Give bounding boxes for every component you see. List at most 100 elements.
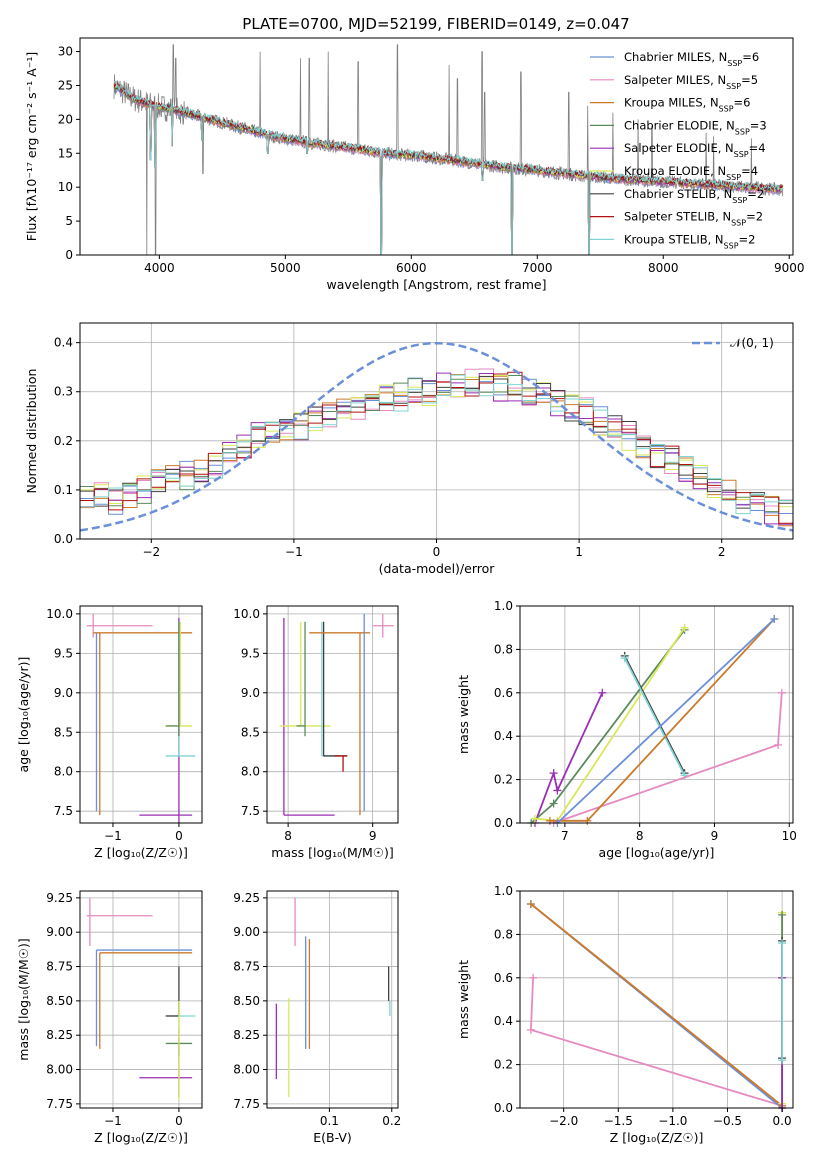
x-axis-label: wavelength [Angstrom, rest frame] [326,277,546,292]
age-vs-metallicity-panel: −1 0 7.5 8.0 8.5 9.0 9.5 10.0 Z [log₁₀(Z/Z☉)] age… [16,605,203,860]
y-tick-label: 8.75 [46,960,73,974]
legend-label-salp_miles: Salpeter MILES, NSSP=5 [624,73,758,91]
y-tick-label: 10 [58,180,73,194]
weight-point-krou_elodie [530,814,539,823]
weight-point-salp_miles [777,688,786,697]
y-tick-label: 7.75 [233,1097,260,1111]
y-axis-label: mass [log₁₀(M/M☉)] [16,938,31,1060]
legend-subscript: SSP [731,218,746,227]
x-tick-label: 4000 [144,261,175,275]
x-tick-label: −1 [104,1114,122,1128]
legend-ssp-count: =5 [741,73,758,87]
legend-subscript: SSP [734,150,749,159]
spectrum-panel: 4000 5000 6000 7000 8000 9000 0 5 10 15 20 25 30 wave… [24,37,805,292]
y-tick-label: 9.0 [241,686,260,700]
legend-ssp-count: =4 [741,164,758,178]
y-tick-label: 0.0 [494,816,513,830]
y-tick-label: 8.00 [233,1063,260,1077]
x-tick-label: 0.2 [382,1114,401,1128]
plot-frame [519,890,794,1109]
plot-frame [79,890,203,1109]
legend-subscript: SSP [727,59,742,68]
y-tick-label: 8.0 [54,765,73,779]
x-tick-label: 10 [782,829,797,843]
x-axis-label: Z [log₁₀(Z/Z☉)] [94,1130,188,1145]
x-tick-label: −2.0 [549,1114,578,1128]
y-tick-label: 8.75 [233,960,260,974]
x-tick-label: 9000 [774,261,805,275]
y-tick-label: 8.25 [46,1028,73,1042]
legend-subscript: SSP [735,127,750,136]
y-tick-label: 0.2 [494,1058,513,1072]
y-tick-label: 0.0 [54,532,73,546]
legend-label-gaussian: 𝒩(0, 1) [730,336,774,350]
legend-label-chab_stelib: Chabrier STELIB, NSSP=2 [624,187,764,205]
weight-point-krou_miles [526,900,535,909]
legend-subscript: SSP [726,173,741,182]
weight-point-krou_stelib [620,654,629,663]
x-tick-label: 5000 [270,261,301,275]
legend-ssp-count: =2 [746,210,763,224]
legend-ssp-count: =3 [750,118,767,132]
legend-label-salp_elodie: Salpeter ELODIE, NSSP=4 [624,141,766,159]
y-axis-label: age [log₁₀(age/yr)] [16,657,31,773]
x-tick-label: 0.0 [773,1114,792,1128]
x-tick-label: −0.5 [713,1114,742,1128]
y-tick-label: 8.5 [54,725,73,739]
legend-label-krou_miles: Kroupa MILES, NSSP=6 [624,96,750,114]
x-axis-label: E(B-V) [313,1130,352,1145]
x-axis-label: Z [log₁₀(Z/Z☉)] [610,1130,704,1145]
legend-label-krou_elodie: Kroupa ELODIE, NSSP=4 [624,164,758,182]
residual-histogram-krou_stelib [80,374,793,515]
y-tick-label: 0.2 [494,773,513,787]
y-tick-label: 10.0 [233,607,260,621]
legend-subscript: SSP [724,241,739,250]
age-vs-mass-panel: 8 9 7.5 8.0 8.5 9.0 9.5 10.0 mass [log₁₀(M/M☉)] [233,605,399,860]
legend-subscript: SSP [732,195,747,204]
weight-vs-metallicity-panel: −2.0 −1.5 −1.0 −0.5 0.0 0.0 0.2 0.4 0.6 0.8 1.0 Z [… [456,884,794,1145]
weight-point-salp_miles [774,740,783,749]
x-tick-label: −1 [285,545,303,559]
plot-frame [79,605,203,824]
y-tick-label: 9.00 [46,925,73,939]
weight-point-salp_elodie [549,769,558,778]
y-tick-label: 9.25 [233,891,260,905]
weight-line-chab_stelib [623,655,686,774]
weight-point-chab_elodie [778,910,787,919]
x-tick-label: 0 [433,545,441,559]
x-tick-label: 7000 [522,261,553,275]
plot-frame [519,605,794,824]
y-tick-label: 1.0 [494,884,513,898]
y-tick-label: 0.1 [54,483,73,497]
figure-title: PLATE=0700, MJD=52199, FIBERID=0149, z=0… [242,15,629,33]
weight-point-salp_elodie [598,688,607,697]
weight-point-chab_elodie [549,799,558,808]
y-tick-label: 0.3 [54,385,73,399]
legend-ssp-count: =2 [739,232,756,246]
y-tick-label: 9.5 [54,646,73,660]
x-axis-label: age [log₁₀(age/yr)] [599,845,715,860]
y-tick-label: 8.25 [233,1028,260,1042]
y-tick-label: 0.8 [494,642,513,656]
x-tick-label: −1.0 [658,1114,687,1128]
y-tick-label: 0.4 [54,336,73,350]
model-spectrum-krou_stelib [113,81,784,255]
legend-ssp-count: =6 [742,50,759,64]
weight-point-chab_miles [770,615,779,624]
x-tick-label: 6000 [396,261,427,275]
weight-point-salp_miles [529,973,538,982]
x-tick-label: 2 [718,545,726,559]
y-tick-label: 25 [58,78,73,92]
x-tick-label: 9 [711,829,719,843]
y-tick-label: 9.5 [241,646,260,660]
x-tick-label: 8 [636,829,644,843]
legend-subscript: SSP [719,104,734,113]
y-tick-label: 7.5 [54,804,73,818]
y-tick-label: 8.00 [46,1063,73,1077]
y-tick-label: 15 [58,146,73,160]
y-tick-label: 0.6 [494,686,513,700]
x-tick-label: −1 [104,829,122,843]
y-tick-label: 0.0 [494,1101,513,1115]
y-tick-label: 30 [58,45,73,59]
